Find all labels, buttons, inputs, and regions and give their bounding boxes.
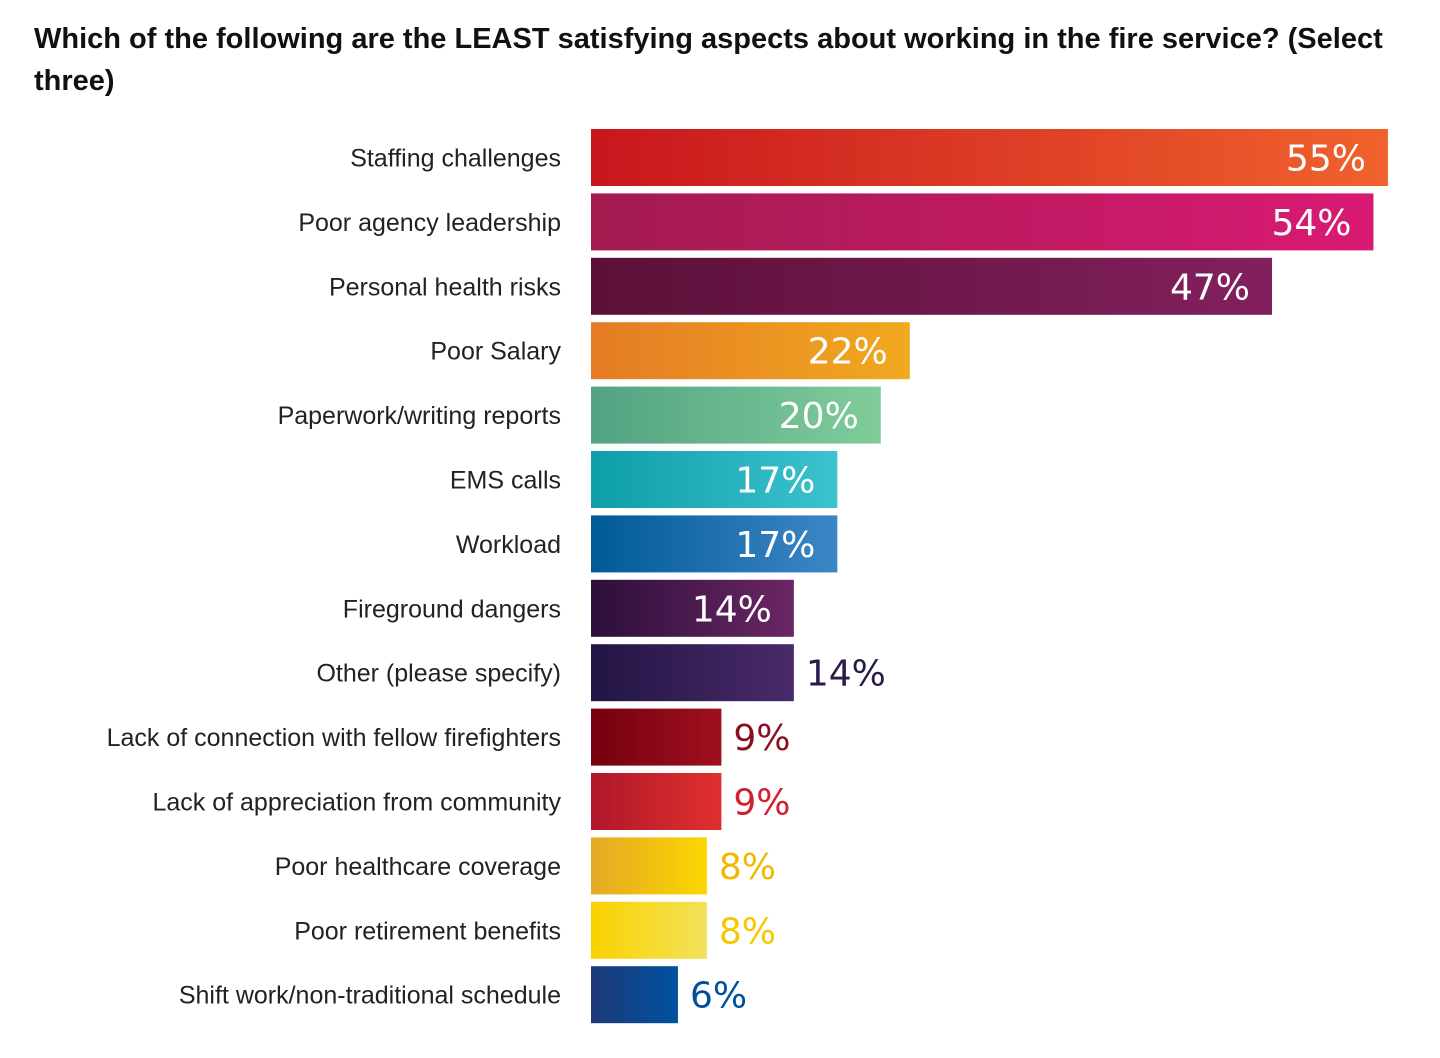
category-label: Shift work/non-traditional schedule	[179, 982, 561, 1010]
data-label: 14%	[692, 589, 772, 630]
data-label: 6%	[690, 976, 747, 1017]
data-label: 9%	[733, 783, 790, 824]
bar	[591, 901, 707, 959]
category-label: Other (please specify)	[316, 660, 561, 688]
category-label: Lack of connection with fellow firefight…	[107, 724, 561, 752]
data-label: 8%	[719, 847, 776, 888]
bar	[591, 257, 1273, 315]
category-label: Poor agency leadership	[298, 209, 561, 237]
bar	[591, 644, 794, 702]
bar	[591, 322, 910, 380]
data-label: 8%	[719, 911, 776, 952]
bar	[591, 837, 707, 895]
category-label: EMS calls	[450, 467, 561, 495]
data-label: 47%	[1170, 267, 1250, 308]
category-label: Personal health risks	[329, 273, 561, 301]
data-label: 9%	[733, 718, 790, 759]
data-label: 17%	[735, 525, 815, 566]
bar	[591, 966, 678, 1024]
category-label: Workload	[456, 531, 561, 559]
data-label: 17%	[735, 461, 815, 502]
bar	[591, 129, 1388, 186]
category-label: Poor healthcare coverage	[275, 853, 561, 881]
bar	[591, 773, 722, 830]
category-label: Staffing challenges	[350, 145, 561, 173]
chart-title: Which of the following are the LEAST sat…	[34, 23, 1383, 97]
category-label: Paperwork/writing reports	[278, 402, 561, 430]
category-label: Poor Salary	[430, 338, 561, 366]
data-label: 55%	[1286, 139, 1366, 180]
category-label: Lack of appreciation from community	[152, 789, 561, 817]
bar	[591, 193, 1374, 251]
data-label: 14%	[806, 654, 886, 695]
bar	[591, 515, 838, 573]
bar	[591, 579, 794, 637]
bar	[591, 451, 838, 508]
data-label: 54%	[1271, 203, 1351, 244]
bar	[591, 386, 881, 444]
data-label: 20%	[779, 396, 859, 437]
data-label: 22%	[808, 332, 888, 373]
category-label: Poor retirement benefits	[294, 917, 561, 945]
bar	[591, 708, 722, 766]
category-label: Fireground dangers	[343, 595, 561, 623]
